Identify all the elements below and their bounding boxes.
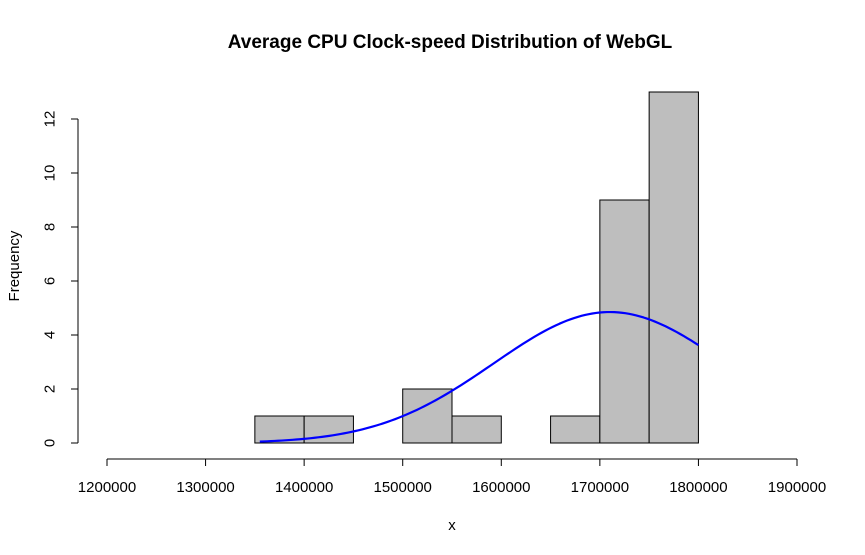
x-tick-label: 1200000 xyxy=(78,479,136,496)
histogram-bar xyxy=(550,415,601,444)
histogram-bar xyxy=(402,388,453,444)
histogram-bars xyxy=(254,91,699,444)
y-tick-label: 0 xyxy=(42,439,59,447)
histogram-bar xyxy=(451,415,502,444)
x-tick-label: 1400000 xyxy=(275,479,333,496)
x-tick-label: 1300000 xyxy=(176,479,234,496)
x-axis-label: x xyxy=(448,517,456,534)
y-axis-label: Frequency xyxy=(6,230,23,301)
histogram-bar xyxy=(648,91,699,444)
x-axis: 1200000 1300000 1400000 1500000 1600000 17000… xyxy=(78,458,826,496)
y-tick-label: 10 xyxy=(42,165,59,182)
density-curve xyxy=(259,310,700,443)
y-axis: 0 2 4 6 8 10 12 xyxy=(42,111,79,447)
y-tick-label: 12 xyxy=(42,111,59,128)
chart-title: Average CPU Clock-speed Distribution of … xyxy=(228,32,673,53)
y-tick-label: 6 xyxy=(42,277,59,285)
y-tick-label: 4 xyxy=(42,331,59,339)
x-tick-label: 1700000 xyxy=(571,479,629,496)
histogram-bar xyxy=(599,199,650,444)
y-tick-label: 8 xyxy=(42,223,59,231)
y-tick-label: 2 xyxy=(42,385,59,393)
histogram-bar xyxy=(303,415,354,444)
x-tick-label: 1500000 xyxy=(374,479,432,496)
x-tick-label: 1600000 xyxy=(472,479,530,496)
x-tick-label: 1900000 xyxy=(768,479,826,496)
x-tick-label: 1800000 xyxy=(669,479,727,496)
density-curve-layer xyxy=(259,310,700,443)
